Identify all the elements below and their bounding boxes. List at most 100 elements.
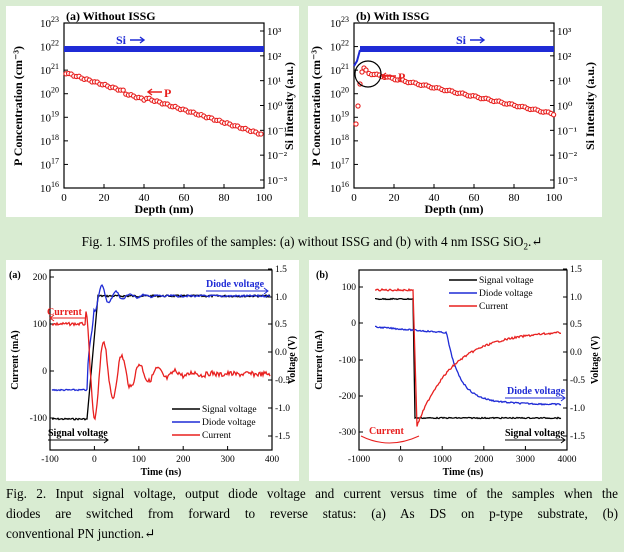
x-tick-label: -100: [41, 455, 59, 465]
p-point: [355, 103, 361, 109]
x-tick-label: 4000: [558, 455, 577, 465]
y-axis-label-left: P Concentration (cm⁻³): [309, 46, 323, 166]
si-arrow-icon: [470, 36, 486, 44]
y-tick-label-right: 10⁰: [557, 101, 573, 113]
y-tick-label: 1020: [330, 86, 349, 101]
y-tick-label-right: 10²: [267, 51, 282, 63]
legend-current: Current: [202, 431, 231, 441]
y-tick-label: 0: [351, 319, 356, 329]
x-ticks: 0 20 40 60 80 100: [61, 184, 273, 204]
signal-arrow-icon: [48, 436, 109, 444]
y-ticks-right: 10³ 10² 10¹ 10⁰ 10⁻¹ 10⁻² 10⁻³: [550, 26, 578, 187]
x-tick-label: 60: [179, 192, 191, 204]
p-label: P: [164, 86, 171, 100]
current-series: [375, 287, 561, 427]
legend-diode: Diode voltage: [202, 418, 256, 428]
x-tick-label: 300: [220, 455, 235, 465]
y-axis-label-left: P Concentration (cm⁻³): [11, 46, 25, 166]
p-point: [359, 69, 365, 75]
x-tick-label: 40: [139, 192, 151, 204]
fig2b-chart: (b) 1000-100-200-300 1.51.00.50.0-0.5-1.…: [314, 265, 601, 478]
x-axis-label: Depth (nm): [425, 202, 484, 216]
y-tick-label: 1017: [330, 156, 349, 171]
annot-diode-voltage: Diode voltage: [507, 386, 566, 397]
y-tick-label: 1017: [40, 156, 59, 171]
y-tick-label-right: 1.0: [570, 293, 582, 303]
y-tick-label: -100: [339, 356, 357, 366]
signal-voltage-series: [375, 297, 562, 420]
legend-current: Current: [479, 302, 508, 312]
y-tick-label-right: 10¹: [267, 76, 281, 88]
x-tick-label: 20: [99, 192, 111, 204]
x-axis-label: Depth (nm): [135, 202, 194, 216]
current-arrow-icon: [49, 314, 86, 322]
legend: Signal voltage Diode voltage Current: [449, 276, 534, 312]
x-tick-label: 400: [265, 455, 280, 465]
y-tick-label: 1016: [40, 180, 59, 195]
y-tick-label-right: 10⁻³: [557, 175, 578, 187]
y-tick-label: 0: [42, 367, 47, 377]
y-tick-label: 1022: [330, 39, 349, 54]
x-tick-label: 0: [92, 455, 97, 465]
x-tick-label: 3000: [516, 455, 535, 465]
fig1-caption-sub: 2: [523, 241, 528, 252]
y-tick-label-right: 10³: [557, 26, 572, 38]
y-tick-label-right: 10³: [267, 26, 282, 38]
y-tick-label-right: -0.5: [570, 376, 585, 386]
plot-frame: [49, 269, 273, 451]
highlight-circle: [354, 60, 382, 88]
y-tick-label-right: 10⁰: [267, 101, 283, 113]
fig2a-chart: (a) 200 100 0 -100 1.5 1.0 0.5 0.0 -0.5 -1.0 -1.5…: [9, 265, 298, 478]
y-tick-label-right: 1.5: [570, 265, 582, 275]
panel-title: (a) Without ISSG: [66, 9, 156, 23]
y-ticks-left: 1023 1022 1021 1020 1019 1018 1017 1016: [40, 15, 68, 195]
si-profile: [360, 46, 554, 52]
x-axis-label: Time (ns): [443, 467, 484, 478]
y-tick-label-right: 10²: [557, 51, 572, 63]
x-tick-label: 200: [176, 455, 191, 465]
y-tick-label: 100: [33, 320, 48, 330]
y-tick-label: 1023: [40, 15, 59, 30]
plot-frame: [358, 269, 568, 451]
y-axis-label-right: Si Intensity (a.u.): [583, 62, 597, 150]
legend-signal: Signal voltage: [479, 276, 534, 286]
p-label: P: [398, 70, 405, 84]
fig2-caption-line1: Fig. 2. Input signal voltage, output dio…: [6, 486, 618, 501]
y-tick-label: 1018: [40, 133, 59, 148]
panel-label: (a): [9, 270, 21, 281]
annot-signal-voltage: Signal voltage: [505, 428, 565, 439]
y-tick-label-right: -1.5: [570, 432, 585, 442]
panel-title: (b) With ISSG: [356, 9, 430, 23]
y-axis-label-right: Si Intensity (a.u.): [282, 62, 296, 150]
y-tick-label: 100: [342, 283, 357, 293]
y-tick-label: 1023: [330, 15, 349, 30]
y-tick-label: 1020: [40, 86, 59, 101]
fig2-caption-line2: diodes are switched from forward to reve…: [6, 506, 618, 521]
current-series: [51, 311, 271, 421]
y-ticks-right: 1.5 1.0 0.5 0.0 -0.5 -1.0 -1.5: [268, 265, 290, 442]
p-point: [353, 121, 359, 127]
y-tick-label-right: 1.5: [275, 265, 287, 275]
fig1-caption-text: Fig. 1. SIMS profiles of the samples: (a…: [81, 234, 524, 249]
fig1-caption: Fig. 1. SIMS profiles of the samples: (a…: [0, 232, 624, 257]
y-tick-label-right: 1.0: [275, 293, 287, 303]
y-tick-label: 1019: [40, 109, 59, 124]
x-tick-label: 2000: [474, 455, 493, 465]
fig1a-chart: (a) Without ISSG 1023 1022 1021 1020 1019 101…: [11, 9, 296, 216]
x-axis-label: Time (ns): [141, 467, 182, 478]
y-axis-label-left: Current (mA): [314, 330, 325, 390]
y-tick-label: -300: [339, 428, 357, 438]
y-tick-label: 200: [33, 273, 48, 283]
x-tick-label: 100: [546, 192, 563, 204]
panel-label: (b): [316, 270, 328, 281]
fig2-panel-b: (b) 100 0 -100 -200 -300 1.5 1.0 0.5 0.0 -0.5 -1.…: [309, 260, 602, 481]
fig2-panel-a: (a) 200 100 0 -100 1.5 1.0 0.5 0.0 -0.5 -1.0 -1.5…: [6, 260, 299, 481]
y-tick-label: 1018: [330, 133, 349, 148]
y-tick-label: 1021: [40, 62, 59, 77]
y-tick-label-right: -0.5: [275, 376, 290, 386]
x-tick-label: 0: [351, 192, 357, 204]
y-axis-label-left: Current (mA): [10, 330, 21, 390]
x-tick-label: 0: [398, 455, 403, 465]
annot-current: Current: [47, 307, 82, 318]
x-tick-label: 60: [469, 192, 481, 204]
